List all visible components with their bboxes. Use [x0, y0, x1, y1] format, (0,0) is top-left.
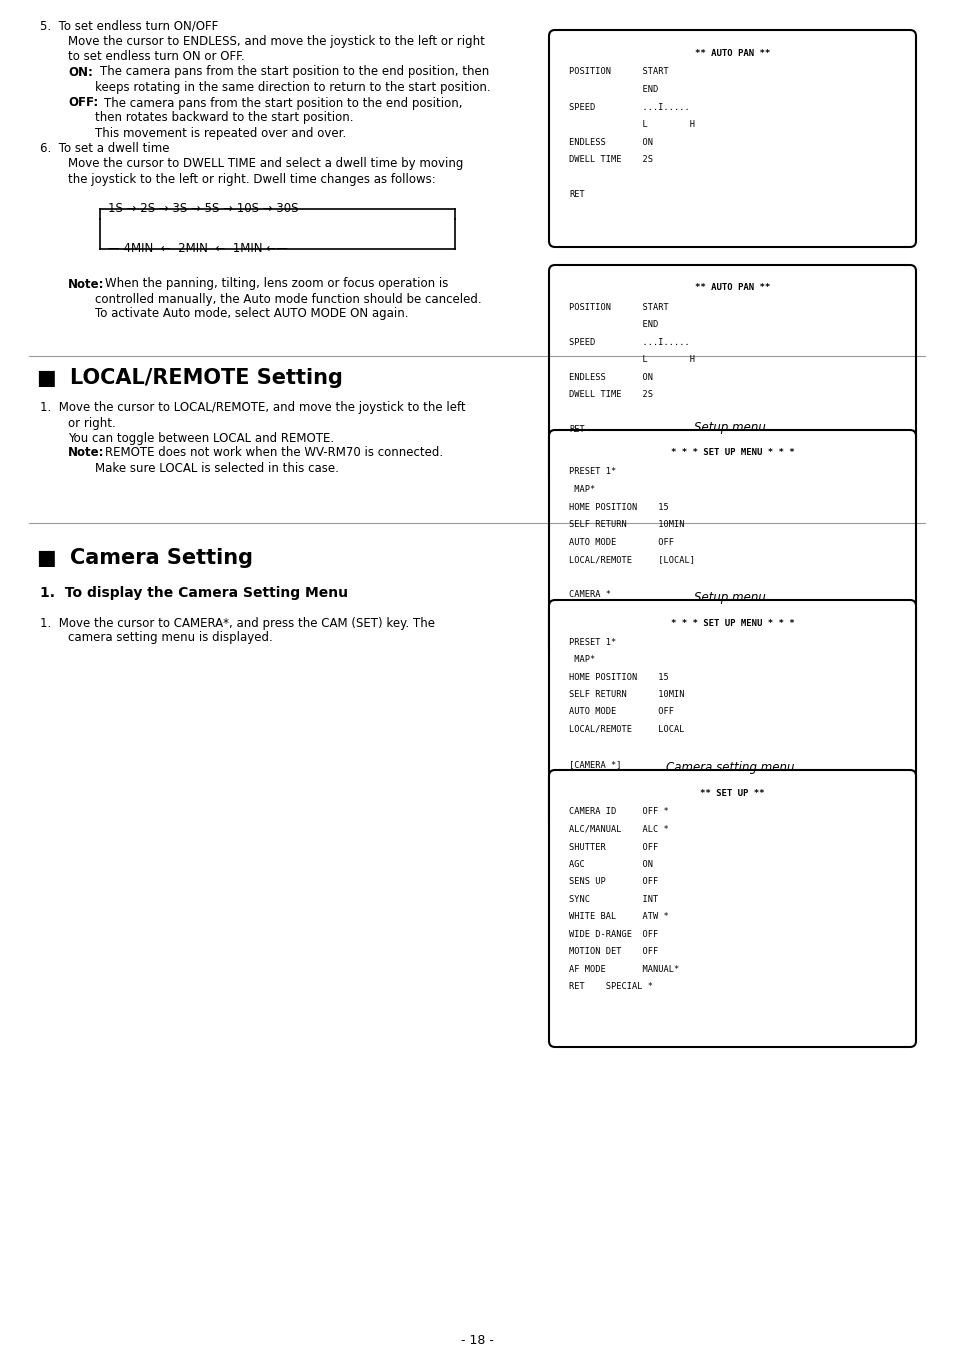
Text: SHUTTER       OFF: SHUTTER OFF: [568, 843, 658, 851]
Text: LOCAL/REMOTE     LOCAL: LOCAL/REMOTE LOCAL: [568, 725, 684, 734]
Text: AGC           ON: AGC ON: [568, 861, 652, 869]
Text: RET: RET: [568, 425, 584, 434]
Text: 6.  To set a dwell time: 6. To set a dwell time: [40, 142, 170, 156]
Text: HOME POSITION    15: HOME POSITION 15: [568, 672, 668, 682]
Text: 1.  Move the cursor to LOCAL/REMOTE, and move the joystick to the left: 1. Move the cursor to LOCAL/REMOTE, and …: [40, 402, 465, 414]
Text: ON:: ON:: [68, 66, 92, 78]
Text: — 4MIN  ←  2MIN  ←  1MIN ←—: — 4MIN ← 2MIN ← 1MIN ←—: [108, 243, 288, 255]
Text: to set endless turn ON or OFF.: to set endless turn ON or OFF.: [68, 51, 244, 63]
Text: keeps rotating in the same direction to return to the start position.: keeps rotating in the same direction to …: [95, 81, 490, 93]
Text: DWELL TIME    2S: DWELL TIME 2S: [568, 154, 652, 164]
Text: SELF RETURN      10MIN: SELF RETURN 10MIN: [568, 690, 684, 699]
Text: SPEED         ...I.....: SPEED ...I.....: [568, 102, 689, 112]
Text: controlled manually, the Auto mode function should be canceled.: controlled manually, the Auto mode funct…: [95, 292, 481, 306]
Text: ALC/MANUAL    ALC *: ALC/MANUAL ALC *: [568, 825, 668, 835]
Text: Camera Setting: Camera Setting: [70, 548, 253, 568]
Text: ** AUTO PAN **: ** AUTO PAN **: [694, 284, 769, 292]
Text: ** SET UP **: ** SET UP **: [700, 788, 764, 798]
Text: RET    SPECIAL *: RET SPECIAL *: [568, 982, 652, 992]
Text: ENDLESS       ON: ENDLESS ON: [568, 373, 652, 381]
Text: This movement is repeated over and over.: This movement is repeated over and over.: [95, 127, 346, 139]
Text: L        H: L H: [568, 120, 695, 128]
Text: L        H: L H: [568, 355, 695, 363]
Text: MAP*: MAP*: [568, 656, 595, 664]
FancyBboxPatch shape: [548, 770, 915, 1046]
Text: PRESET 1*: PRESET 1*: [568, 467, 616, 477]
Text: END: END: [568, 320, 658, 329]
Text: Move the cursor to ENDLESS, and move the joystick to the left or right: Move the cursor to ENDLESS, and move the…: [68, 36, 484, 49]
Text: ■: ■: [36, 367, 55, 388]
Text: WHITE BAL     ATW *: WHITE BAL ATW *: [568, 912, 668, 922]
Text: You can toggle between LOCAL and REMOTE.: You can toggle between LOCAL and REMOTE.: [68, 432, 334, 444]
Text: AUTO MODE        OFF: AUTO MODE OFF: [568, 537, 673, 546]
Text: Setup menu: Setup menu: [694, 422, 765, 434]
FancyBboxPatch shape: [548, 30, 915, 247]
Text: DWELL TIME    2S: DWELL TIME 2S: [568, 391, 652, 399]
Text: AUTO MODE        OFF: AUTO MODE OFF: [568, 708, 673, 717]
Text: REMOTE does not work when the WV-RM70 is connected.: REMOTE does not work when the WV-RM70 is…: [105, 447, 442, 459]
Text: AF MODE       MANUAL*: AF MODE MANUAL*: [568, 964, 679, 974]
FancyBboxPatch shape: [548, 265, 915, 482]
Text: or right.: or right.: [68, 417, 115, 429]
Text: SPEED         ...I.....: SPEED ...I.....: [568, 337, 689, 347]
Text: The camera pans from the start position to the end position, then: The camera pans from the start position …: [100, 66, 489, 78]
Text: 1.  Move the cursor to CAMERA*, and press the CAM (SET) key. The: 1. Move the cursor to CAMERA*, and press…: [40, 616, 435, 630]
Text: Note:: Note:: [68, 277, 105, 291]
Text: the joystick to the left or right. Dwell time changes as follows:: the joystick to the left or right. Dwell…: [68, 172, 436, 186]
Text: PRESET 1*: PRESET 1*: [568, 638, 616, 646]
Text: RET: RET: [568, 190, 584, 199]
Text: * * * SET UP MENU * * *: * * * SET UP MENU * * *: [670, 619, 794, 627]
Text: then rotates backward to the start position.: then rotates backward to the start posit…: [95, 112, 354, 124]
Text: - 18 -: - 18 -: [460, 1335, 493, 1347]
Text: Make sure LOCAL is selected in this case.: Make sure LOCAL is selected in this case…: [95, 462, 338, 474]
Text: ENDLESS       ON: ENDLESS ON: [568, 138, 652, 146]
Text: Camera setting menu: Camera setting menu: [665, 761, 794, 775]
Text: Move the cursor to DWELL TIME and select a dwell time by moving: Move the cursor to DWELL TIME and select…: [68, 157, 463, 171]
Text: 1.  To display the Camera Setting Menu: 1. To display the Camera Setting Menu: [40, 586, 348, 600]
Text: POSITION      START: POSITION START: [568, 67, 668, 76]
Text: CAMERA *: CAMERA *: [568, 590, 610, 600]
Text: MAP*: MAP*: [568, 485, 595, 494]
Text: END: END: [568, 85, 658, 94]
Text: * * * SET UP MENU * * *: * * * SET UP MENU * * *: [670, 448, 794, 458]
Text: CAMERA ID     OFF *: CAMERA ID OFF *: [568, 807, 668, 817]
Text: SYNC          INT: SYNC INT: [568, 895, 658, 904]
FancyBboxPatch shape: [548, 430, 915, 657]
Text: 5.  To set endless turn ON/OFF: 5. To set endless turn ON/OFF: [40, 19, 218, 33]
Text: WIDE D-RANGE  OFF: WIDE D-RANGE OFF: [568, 930, 658, 938]
Text: The camera pans from the start position to the end position,: The camera pans from the start position …: [104, 97, 462, 109]
Text: ■: ■: [36, 548, 55, 568]
Text: SELF RETURN      10MIN: SELF RETURN 10MIN: [568, 520, 684, 529]
Text: POSITION      START: POSITION START: [568, 302, 668, 311]
Text: When the panning, tilting, lens zoom or focus operation is: When the panning, tilting, lens zoom or …: [105, 277, 448, 291]
Text: LOCAL/REMOTE Setting: LOCAL/REMOTE Setting: [70, 367, 342, 388]
Text: LOCAL/REMOTE     [LOCAL]: LOCAL/REMOTE [LOCAL]: [568, 555, 695, 564]
Text: SENS UP       OFF: SENS UP OFF: [568, 877, 658, 887]
Text: 1S → 2S → 3S → 5S → 10S → 30S: 1S → 2S → 3S → 5S → 10S → 30S: [108, 202, 298, 216]
Text: HOME POSITION    15: HOME POSITION 15: [568, 503, 668, 511]
Text: camera setting menu is displayed.: camera setting menu is displayed.: [68, 631, 273, 645]
Text: [CAMERA *]: [CAMERA *]: [568, 759, 620, 769]
Text: To activate Auto mode, select AUTO MODE ON again.: To activate Auto mode, select AUTO MODE …: [95, 307, 408, 321]
FancyBboxPatch shape: [548, 600, 915, 826]
Text: OFF:: OFF:: [68, 97, 98, 109]
Text: ** AUTO PAN **: ** AUTO PAN **: [694, 49, 769, 57]
Text: Setup menu: Setup menu: [694, 591, 765, 605]
Text: MOTION DET    OFF: MOTION DET OFF: [568, 948, 658, 956]
Text: Note:: Note:: [68, 447, 105, 459]
